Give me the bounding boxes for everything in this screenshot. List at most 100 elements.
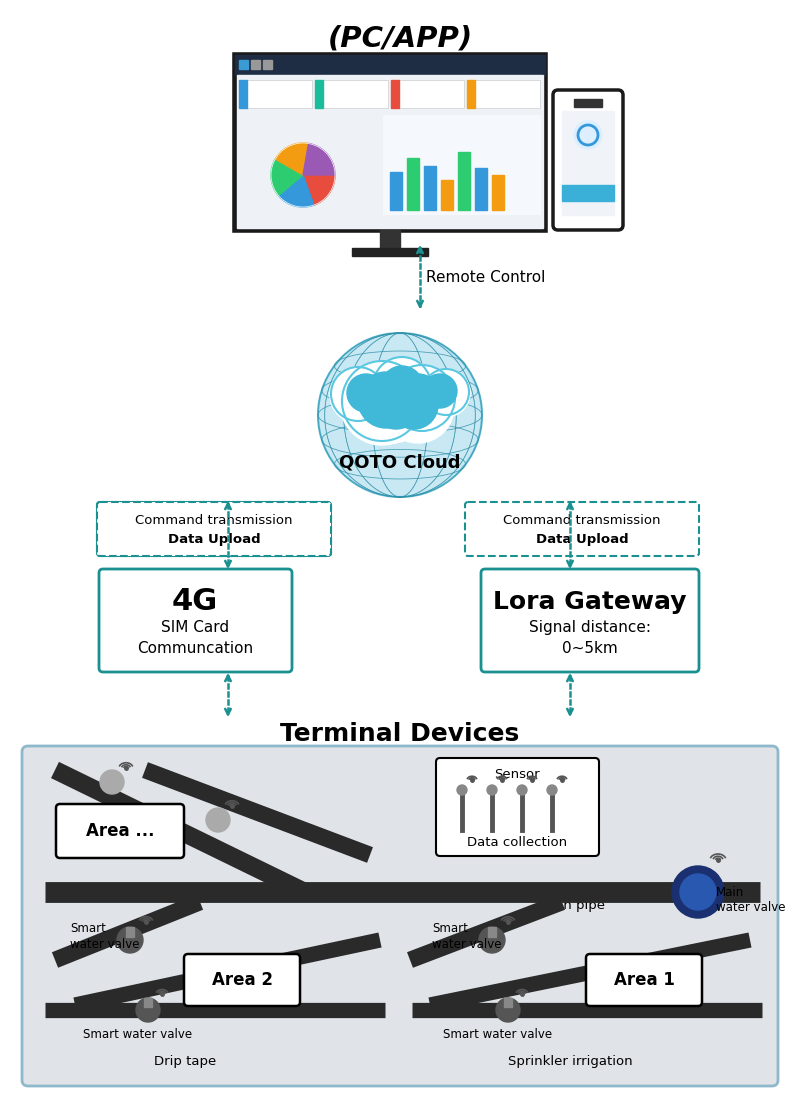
Text: Main
water valve: Main water valve [716, 886, 786, 914]
Bar [488, 927, 496, 937]
Bar [407, 158, 419, 210]
Text: Lora Gateway: Lora Gateway [494, 589, 686, 614]
Bar [722, 885, 736, 899]
Circle shape [381, 366, 423, 408]
Circle shape [422, 369, 470, 417]
Bar [315, 80, 388, 108]
Bar [239, 80, 247, 108]
Bar [239, 60, 248, 69]
FancyBboxPatch shape [99, 568, 292, 672]
Circle shape [356, 371, 428, 444]
Circle shape [330, 367, 386, 422]
FancyBboxPatch shape [586, 954, 702, 1006]
Text: Command transmission: Command transmission [503, 514, 661, 528]
Text: Smart
water valve: Smart water valve [70, 921, 139, 950]
FancyBboxPatch shape [235, 55, 545, 230]
Circle shape [390, 380, 438, 429]
Text: Area 2: Area 2 [211, 971, 273, 989]
Bar [235, 55, 545, 75]
FancyBboxPatch shape [465, 502, 699, 556]
Circle shape [388, 365, 456, 434]
Bar [126, 927, 134, 937]
Circle shape [496, 998, 520, 1022]
Circle shape [372, 380, 420, 429]
FancyBboxPatch shape [22, 747, 778, 1086]
Bar [467, 80, 475, 108]
Bar [492, 175, 504, 210]
Polygon shape [271, 159, 303, 196]
Text: Remote Control: Remote Control [426, 271, 546, 285]
Text: Smart
water valve: Smart water valve [432, 921, 502, 950]
Circle shape [517, 785, 527, 795]
Bar [562, 111, 614, 215]
FancyBboxPatch shape [97, 502, 331, 556]
Bar [664, 885, 674, 899]
Ellipse shape [318, 333, 482, 497]
Bar [504, 998, 512, 1006]
Circle shape [672, 866, 724, 918]
Circle shape [574, 121, 602, 149]
Bar [391, 80, 399, 108]
Circle shape [340, 361, 424, 445]
FancyBboxPatch shape [56, 804, 184, 858]
Circle shape [372, 357, 432, 417]
Circle shape [457, 785, 467, 795]
Circle shape [100, 770, 124, 794]
Circle shape [136, 998, 160, 1022]
Text: Data collection: Data collection [467, 835, 567, 848]
Bar [390, 173, 402, 210]
FancyBboxPatch shape [553, 90, 623, 230]
Circle shape [487, 785, 497, 795]
Text: Sensor: Sensor [494, 768, 540, 781]
Bar [237, 75, 543, 228]
Text: 4G: 4G [172, 587, 218, 616]
Circle shape [117, 927, 143, 953]
Bar [144, 998, 152, 1006]
Bar [562, 185, 614, 201]
Polygon shape [303, 144, 335, 175]
Bar [239, 80, 312, 108]
Circle shape [347, 374, 385, 413]
Circle shape [395, 374, 441, 420]
Bar [352, 248, 428, 255]
FancyBboxPatch shape [436, 758, 599, 856]
Bar [391, 80, 464, 108]
Circle shape [680, 874, 716, 910]
Bar [383, 115, 541, 215]
Text: Area 1: Area 1 [614, 971, 674, 989]
Circle shape [382, 371, 454, 444]
Bar [424, 166, 436, 210]
Polygon shape [303, 175, 335, 205]
Bar [263, 60, 272, 69]
Bar [380, 230, 400, 248]
FancyBboxPatch shape [184, 954, 300, 1006]
Bar [458, 152, 470, 210]
Text: (PC/APP): (PC/APP) [327, 24, 473, 52]
Text: Sprinkler irrigation: Sprinkler irrigation [508, 1055, 632, 1068]
FancyBboxPatch shape [481, 568, 699, 672]
Text: Data Upload: Data Upload [168, 532, 260, 545]
Text: SIM Card
Communcation: SIM Card Communcation [137, 620, 253, 656]
Text: Command transmission: Command transmission [135, 514, 293, 528]
Circle shape [547, 785, 557, 795]
Text: Drip tape: Drip tape [154, 1055, 216, 1068]
Circle shape [206, 808, 230, 832]
Bar [475, 168, 487, 210]
Polygon shape [278, 175, 314, 207]
Circle shape [479, 927, 505, 953]
Circle shape [358, 372, 414, 428]
Bar [574, 100, 602, 107]
Text: Terminal Devices: Terminal Devices [280, 722, 520, 747]
Bar [315, 80, 323, 108]
Text: Signal distance:
0~5km: Signal distance: 0~5km [529, 620, 651, 656]
Text: Smart water valve: Smart water valve [83, 1027, 193, 1041]
Bar [251, 60, 260, 69]
Text: Main pipe: Main pipe [540, 899, 605, 912]
Polygon shape [275, 143, 309, 175]
Text: Area ...: Area ... [86, 822, 154, 839]
Text: Data Upload: Data Upload [536, 532, 628, 545]
Bar [467, 80, 540, 108]
FancyBboxPatch shape [97, 502, 331, 556]
Text: Smart water valve: Smart water valve [443, 1027, 553, 1041]
Circle shape [423, 374, 457, 408]
